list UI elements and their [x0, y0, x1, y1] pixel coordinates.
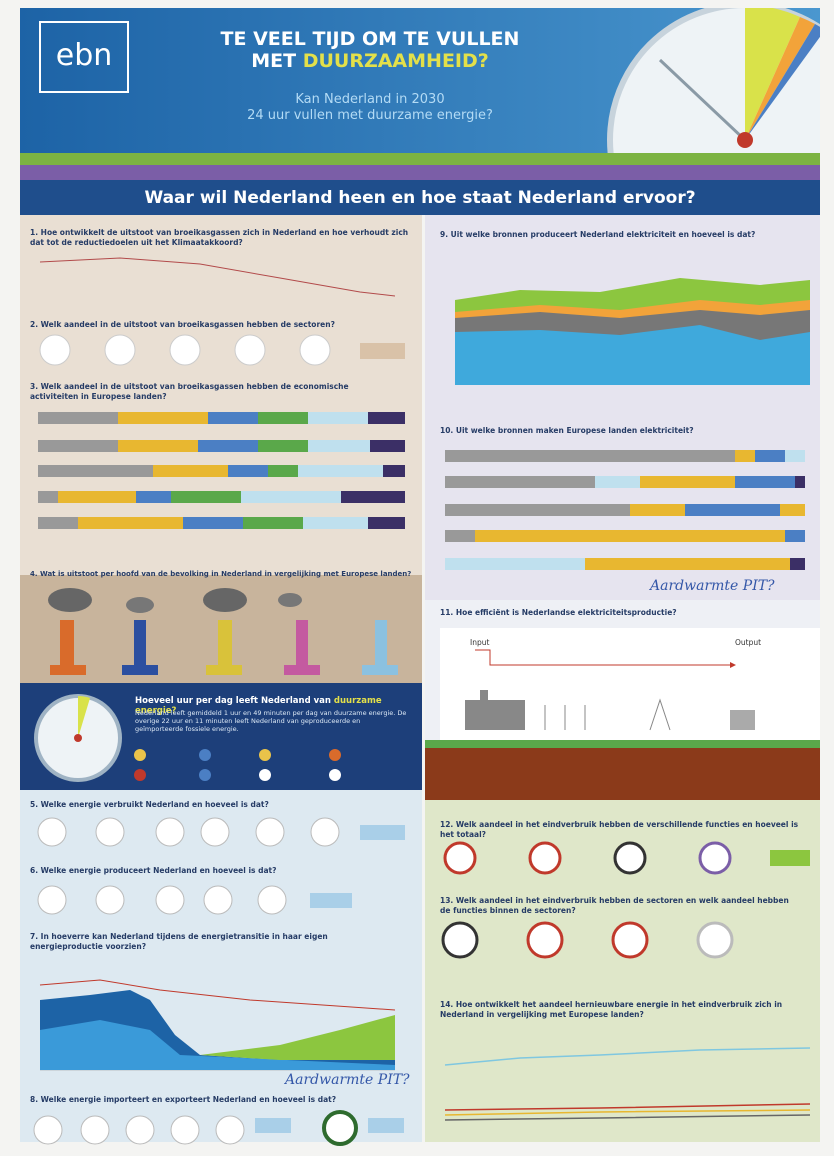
decor-box [360, 825, 405, 840]
decor-area [455, 278, 810, 385]
handwritten-note: Aardwarmte PIT? [285, 1072, 410, 1088]
stripe [20, 165, 820, 180]
subtitle-line: Kan Nederland in 2030 [295, 92, 444, 107]
section-title: 6. Welke energie produceert Nederland en… [30, 866, 410, 876]
decor-box [310, 893, 352, 908]
poster: ebn TE VEEL TIJD OM TE VULLEN MET DUURZA… [0, 0, 834, 1156]
section-title: 4. Wat is uitstoot per hoofd van de bevo… [30, 569, 420, 579]
section-title: 2. Welk aandeel in de uitstoot van broei… [30, 320, 410, 330]
header-subtitle: Kan Nederland in 2030 24 uur vullen met … [170, 92, 570, 124]
decor-box [770, 850, 810, 866]
section-title: 12. Welk aandeel in het eindverbruik heb… [440, 820, 810, 840]
banner-title: Waar wil Nederland heen en hoe staat Ned… [20, 188, 820, 208]
decor-box [255, 1118, 291, 1133]
title-line: TE VEEL TIJD OM TE VULLEN [221, 28, 520, 50]
decor-diagram [425, 628, 820, 800]
decor-clock [36, 696, 120, 780]
section-title: 7. In hoeverre kan Nederland tijdens de … [30, 932, 360, 952]
section-title: 14. Hoe ontwikkelt het aandeel hernieuwb… [440, 1000, 800, 1020]
section-title: 3. Welk aandeel in de uitstoot van broei… [30, 382, 370, 402]
logo: ebn [40, 38, 128, 73]
stripe [20, 153, 820, 165]
title-highlight: DUURZAAMHEID? [303, 50, 489, 72]
section-title: 8. Welke energie importeert en exporteer… [30, 1095, 410, 1105]
section-title: 9. Uit welke bronnen produceert Nederlan… [440, 230, 810, 240]
section-title: 13. Welk aandeel in het eindverbruik heb… [440, 896, 800, 916]
section-title: 11. Hoe efficiënt is Nederlandse elektri… [440, 608, 810, 618]
section-title: 10. Uit welke bronnen maken Europese lan… [440, 426, 810, 436]
section-title: 5. Welke energie verbruikt Nederland en … [30, 800, 410, 810]
decor-box [360, 343, 405, 359]
decor-box [368, 1118, 404, 1133]
subtitle-line: 24 uur vullen met duurzame energie? [247, 108, 493, 123]
summary-title-lead: Hoeveel uur per dag leeft Nederland van [135, 696, 331, 706]
summary-text: Nederland leeft gemiddeld 1 uur en 49 mi… [135, 709, 410, 733]
diagram-label: Output [735, 638, 761, 648]
panel [425, 215, 820, 600]
section-title: 1. Hoe ontwikkelt de uitstoot van broeik… [30, 228, 410, 248]
header-title: TE VEEL TIJD OM TE VULLEN MET DUURZAAMHE… [170, 28, 570, 72]
handwritten-note: Aardwarmte PIT? [650, 578, 775, 594]
diagram-label: Input [470, 638, 489, 648]
title-line: MET [251, 50, 296, 72]
